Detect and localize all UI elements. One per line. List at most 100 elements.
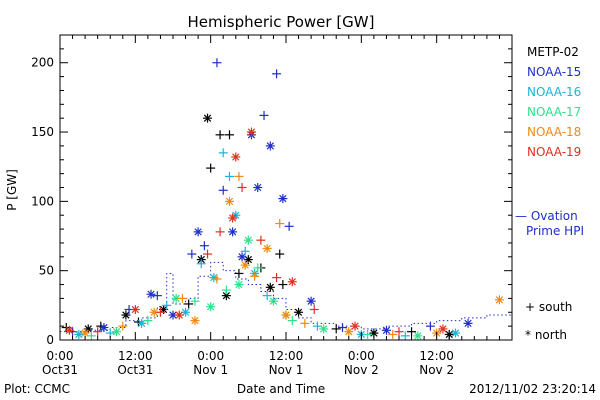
legend-entry-noaa-18: NOAA-18	[527, 125, 581, 139]
point-noaa-17-14	[413, 331, 423, 341]
point-noaa-18-14	[344, 327, 354, 337]
point-noaa-17-12	[319, 324, 329, 334]
point-noaa-16-5	[196, 259, 206, 269]
point-noaa-17-11	[287, 316, 297, 326]
x-tick-label-time-3: 12:00	[269, 349, 304, 363]
point-noaa-19-1	[93, 327, 103, 337]
point-noaa-19-14	[309, 305, 319, 314]
point-noaa-19-0	[64, 325, 74, 335]
legend-entry-noaa-16: NOAA-16	[527, 85, 581, 99]
x-tick-label-date-3: Nov 1	[269, 363, 304, 377]
point-noaa-16-10	[240, 246, 250, 256]
x-tick-label-date-2: Nov 1	[193, 363, 228, 377]
point-noaa-17-6	[221, 285, 231, 295]
point-noaa-19-2	[130, 305, 140, 314]
point-noaa-19-3	[155, 307, 165, 317]
point-noaa-18-13	[300, 318, 310, 328]
point-noaa-17-1	[112, 327, 121, 337]
x-tick-label-time-1: 12:00	[118, 349, 153, 363]
point-noaa-16-16	[400, 331, 410, 341]
y-tick-label-0: 0	[46, 333, 54, 347]
ovation-model-line	[60, 261, 513, 333]
point-noaa-19-12	[272, 273, 282, 283]
x-tick-label-time-0: 0:00	[47, 349, 74, 363]
point-metp-02-22	[407, 327, 417, 337]
point-metp-02-6	[184, 299, 194, 309]
point-metp-02-9	[206, 163, 216, 173]
legend-marker-south: + south	[525, 300, 572, 314]
point-noaa-19-15	[350, 321, 360, 331]
point-noaa-18-3	[177, 293, 187, 303]
legend-model-line2: Prime HPI	[526, 224, 584, 238]
point-noaa-16-12	[262, 291, 272, 301]
point-noaa-16-2	[137, 318, 147, 328]
legend-entry-metp-02: METP-02	[527, 45, 579, 59]
x-tick-label-date-1: Oct31	[117, 363, 153, 377]
chart-title: Hemispheric Power [GW]	[188, 13, 375, 31]
point-noaa-15-9	[212, 58, 222, 68]
point-noaa-19-6	[215, 227, 225, 237]
scatter-points	[61, 58, 504, 341]
point-noaa-15-14	[253, 183, 263, 192]
point-noaa-15-20	[306, 296, 316, 306]
point-noaa-18-7	[234, 171, 244, 181]
x-tick-label-date-5: Nov 2	[419, 363, 454, 377]
point-noaa-19-10	[246, 127, 256, 137]
point-noaa-17-13	[363, 329, 373, 339]
point-noaa-18-5	[212, 274, 222, 284]
point-noaa-18-11	[275, 219, 285, 229]
point-noaa-15-7	[193, 227, 203, 237]
y-tick-label-200: 200	[31, 56, 54, 70]
point-noaa-17-3	[171, 293, 181, 303]
point-noaa-17-8	[243, 235, 253, 245]
point-noaa-16-7	[218, 148, 228, 158]
point-metp-02-3	[121, 310, 131, 320]
point-noaa-18-1	[118, 321, 128, 331]
point-noaa-15-21	[338, 323, 347, 333]
legend: METP-02 NOAA-15 NOAA-16 NOAA-17 NOAA-18 NOAA-…	[515, 45, 584, 342]
point-noaa-18-12	[281, 310, 291, 320]
x-tick-label-time-4: 0:00	[348, 349, 375, 363]
point-noaa-15-11	[228, 227, 238, 237]
footer-plot-credit: Plot: CCMC	[4, 382, 70, 396]
point-noaa-18-9	[250, 271, 260, 281]
point-metp-02-13	[234, 268, 244, 278]
x-tick-label-time-5: 12:00	[419, 349, 454, 363]
point-noaa-15-6	[187, 249, 197, 259]
point-noaa-19-8	[231, 152, 241, 162]
point-noaa-15-24	[463, 318, 473, 328]
point-noaa-19-7	[228, 213, 238, 223]
x-tick-label-date-0: Oct31	[42, 363, 78, 377]
point-metp-02-10	[215, 130, 225, 140]
y-tick-label-150: 150	[31, 125, 54, 139]
legend-model-line1: — Ovation	[515, 209, 578, 223]
point-noaa-18-4	[190, 316, 200, 326]
point-noaa-19-5	[203, 249, 213, 259]
y-tick-label-100: 100	[31, 194, 54, 208]
point-metp-02-16	[265, 282, 275, 292]
point-noaa-17-7	[234, 280, 244, 290]
point-noaa-17-10	[268, 296, 278, 306]
point-metp-02-17	[275, 249, 285, 259]
point-noaa-19-4	[174, 310, 184, 320]
x-axis-label: Date and Time	[237, 382, 325, 396]
point-noaa-17-9	[253, 263, 263, 273]
x-tick-label-time-2: 0:00	[197, 349, 224, 363]
point-noaa-16-0	[74, 329, 84, 339]
legend-entry-noaa-15: NOAA-15	[527, 65, 581, 79]
point-noaa-19-9	[237, 183, 247, 192]
point-noaa-15-3	[146, 289, 156, 299]
point-noaa-18-17	[494, 295, 504, 305]
point-noaa-15-8	[199, 241, 209, 251]
point-noaa-15-17	[272, 69, 282, 79]
point-metp-02-19	[294, 307, 304, 317]
point-noaa-18-0	[80, 328, 90, 338]
point-metp-02-8	[203, 113, 213, 123]
point-noaa-19-13	[287, 277, 297, 287]
point-metp-02-11	[225, 130, 234, 140]
legend-entry-noaa-19: NOAA-19	[527, 145, 581, 159]
point-noaa-18-6	[225, 196, 234, 206]
